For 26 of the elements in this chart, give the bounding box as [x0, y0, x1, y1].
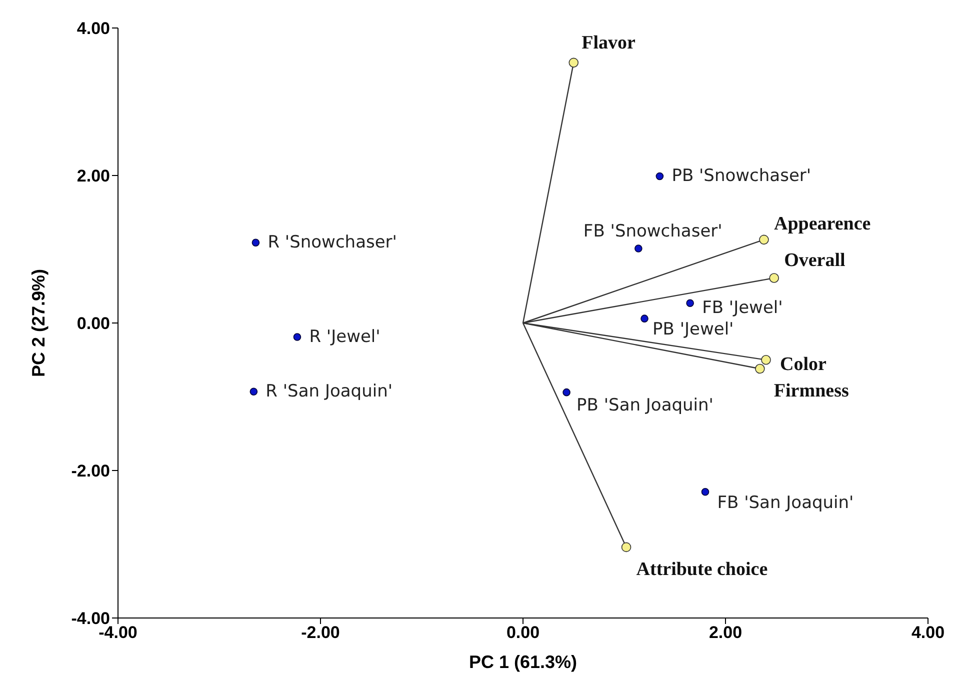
y-axis-title: PC 2 (27.9%): [28, 268, 48, 378]
series-label: Firmness: [774, 380, 849, 402]
data-label: R 'Snowchaser': [268, 232, 397, 253]
series-label: Appearence: [774, 214, 871, 235]
series-label: Flavor: [582, 32, 636, 54]
data-label: PB 'San Joaquin': [576, 395, 714, 416]
data-label: PB 'Jewel': [652, 320, 734, 340]
y-tick-label: 0.00: [76, 314, 110, 334]
data-label: R 'Jewel': [309, 327, 380, 348]
data-label: FB 'San Joaquin': [717, 492, 854, 513]
series-label: Overall: [784, 250, 846, 272]
data-label: PB 'Snowchaser': [672, 166, 812, 186]
data-label: FB 'Jewel': [702, 298, 783, 318]
x-tick-label: -4.00: [98, 623, 138, 642]
y-tick-label: 4.00: [76, 19, 110, 38]
series-label: Attribute choice: [636, 559, 768, 580]
x-tick-label: 4.00: [911, 623, 945, 642]
x-tick-label: -2.00: [301, 623, 340, 642]
series-label: Color: [780, 354, 827, 375]
y-tick-label: 2.00: [76, 166, 110, 186]
y-tick-label: -2.00: [71, 462, 110, 481]
x-tick-label: 0.00: [506, 623, 540, 642]
x-tick-label: 2.00: [708, 623, 742, 642]
data-label: FB 'Snowchaser': [583, 222, 722, 242]
data-label: R 'San Joaquin': [266, 382, 393, 402]
x-axis-title: PC 1 (61.3%): [468, 652, 578, 672]
